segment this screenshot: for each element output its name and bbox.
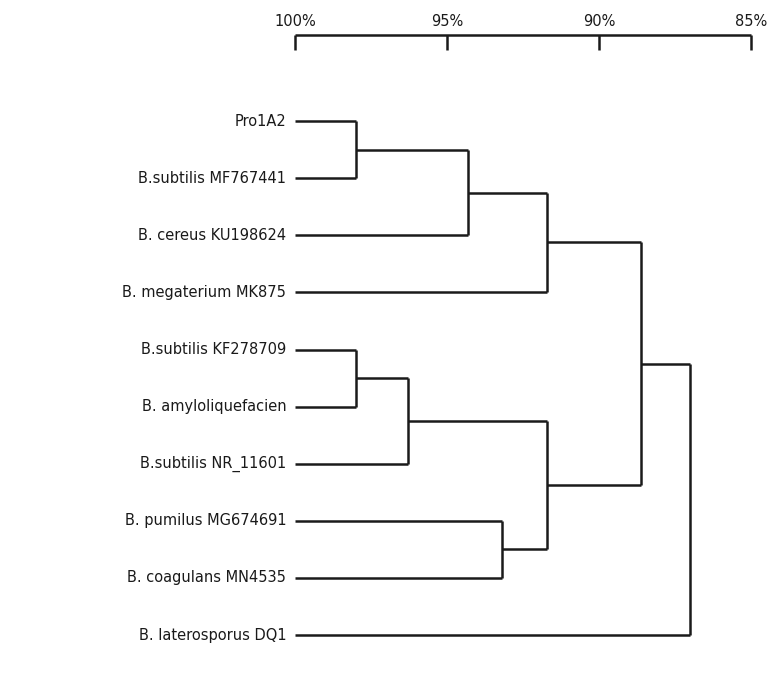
Text: B. megaterium MK875: B. megaterium MK875: [123, 285, 286, 300]
Text: 85%: 85%: [735, 14, 767, 29]
Text: 90%: 90%: [583, 14, 615, 29]
Text: B.subtilis NR_11601: B.subtilis NR_11601: [140, 456, 286, 472]
Text: B. cereus KU198624: B. cereus KU198624: [138, 228, 286, 243]
Text: B. coagulans MN4535: B. coagulans MN4535: [127, 570, 286, 585]
Text: B. pumilus MG674691: B. pumilus MG674691: [124, 514, 286, 529]
Text: Pro1A2: Pro1A2: [235, 114, 286, 129]
Text: B. amyloliquefacien: B. amyloliquefacien: [141, 399, 286, 414]
Text: 100%: 100%: [274, 14, 316, 29]
Text: B.subtilis KF278709: B.subtilis KF278709: [141, 342, 286, 357]
Text: B.subtilis MF767441: B.subtilis MF767441: [138, 170, 286, 186]
Text: B. laterosporus DQ1: B. laterosporus DQ1: [138, 627, 286, 642]
Text: 95%: 95%: [431, 14, 463, 29]
